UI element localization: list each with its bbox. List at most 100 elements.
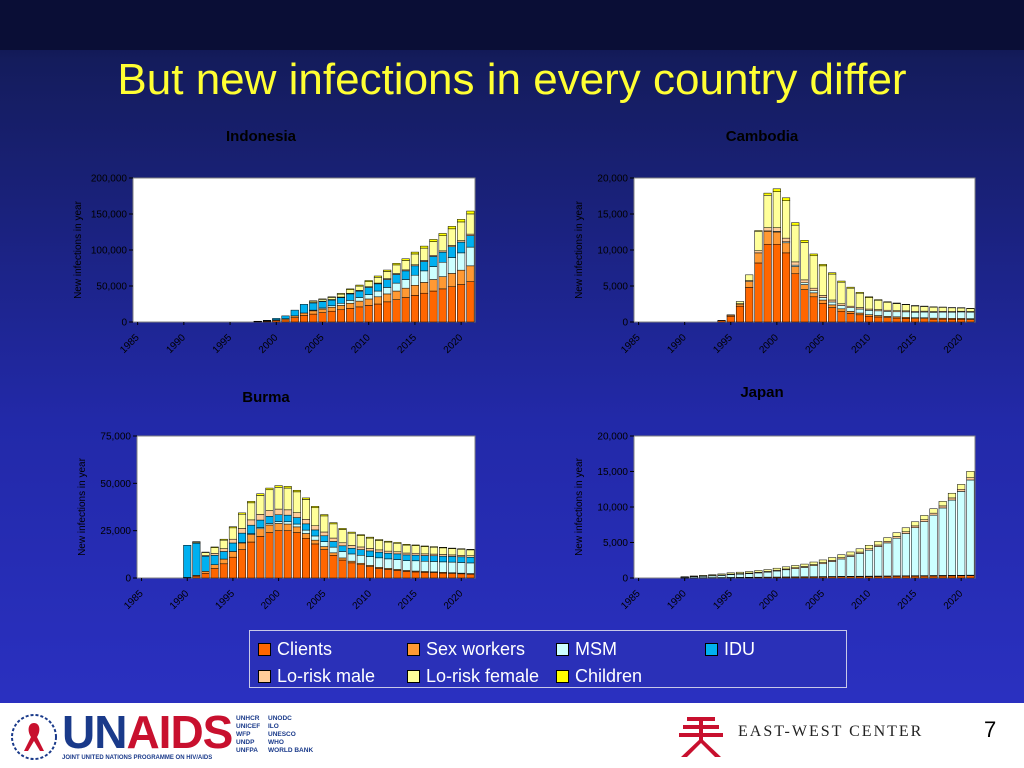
y-tick-label-japan: 0 — [622, 574, 628, 585]
bar-segment-japan — [911, 575, 920, 579]
bar-segment-burma — [283, 487, 292, 511]
bar-segment-burma — [311, 539, 320, 545]
slide-title: But new infections in every country diff… — [117, 55, 907, 104]
legend-label: IDU — [724, 638, 755, 659]
bar-segment-burma — [429, 561, 438, 573]
bar-segment-japan — [957, 484, 966, 490]
bar-segment-burma — [411, 552, 420, 556]
bar-segment-burma — [347, 531, 356, 534]
bar-segment-japan — [957, 489, 966, 492]
legend-label: Sex workers — [426, 638, 526, 659]
bar-segment-indonesia — [438, 288, 447, 323]
bar-segment-burma — [283, 486, 292, 489]
bar-segment-indonesia — [457, 284, 466, 323]
legend-swatch-lo-risk-female — [407, 669, 420, 683]
bar-segment-burma — [210, 553, 219, 556]
bar-segment-burma — [356, 534, 365, 536]
legend-label: Lo-risk male — [277, 665, 376, 686]
bar-segment-burma — [329, 523, 338, 539]
y-tick-label-burma: 75,000 — [100, 432, 131, 443]
bar-segment-cambodia — [837, 310, 846, 323]
bar-segment-burma — [320, 535, 329, 542]
bar-segment-indonesia — [327, 306, 336, 312]
bar-segment-burma — [311, 507, 320, 527]
bar-segment-burma — [384, 552, 393, 560]
bar-segment-burma — [411, 560, 420, 572]
bar-segment-cambodia — [754, 262, 763, 323]
bar-segment-indonesia — [466, 281, 475, 323]
bar-segment-japan — [957, 491, 966, 576]
y-tick-label-indonesia: 150,000 — [91, 210, 128, 221]
y-tick-label-burma: 50,000 — [100, 479, 131, 490]
bar-segment-japan — [901, 531, 910, 534]
cosponsor: UNODC — [268, 715, 292, 722]
bar-segment-cambodia — [800, 282, 809, 285]
bar-segment-burma — [256, 519, 265, 528]
bar-segment-japan — [846, 556, 855, 577]
charts-canvas: 0 50,000 100,000 150,000 200,000 1985 1990 1995… — [73, 174, 976, 612]
bar-segment-cambodia — [837, 305, 846, 310]
page-number: 7 — [984, 717, 997, 742]
bar-segment-burma — [283, 523, 292, 531]
bar-segment-burma — [402, 554, 411, 561]
bar-segment-indonesia — [346, 288, 355, 290]
bar-segment-burma — [429, 553, 438, 557]
legend-item-clients: Clients — [258, 637, 332, 661]
bar-segment-burma — [375, 551, 384, 559]
bar-segment-japan — [809, 561, 818, 565]
bar-segment-japan — [837, 558, 846, 577]
bar-segment-cambodia — [911, 318, 920, 323]
x-tick-label-cambodia: 2010 — [850, 332, 874, 356]
bar-segment-indonesia — [299, 315, 309, 323]
bar-segment-cambodia — [791, 266, 800, 275]
x-tick-label-indonesia: 2010 — [349, 332, 373, 356]
x-tick-label-indonesia: 2005 — [303, 332, 327, 356]
bar-segment-cambodia — [828, 273, 837, 301]
bar-segment-cambodia — [846, 311, 855, 314]
legend-swatch-lo-risk-male — [258, 669, 271, 683]
x-tick-label-indonesia: 2000 — [257, 332, 281, 356]
bar-segment-burma — [393, 543, 402, 553]
bar-segment-cambodia — [772, 243, 781, 323]
bar-segment-burma — [329, 541, 338, 548]
bar-segment-japan — [791, 568, 800, 578]
bar-segment-burma — [265, 510, 274, 517]
x-tick-label-cambodia: 2005 — [804, 332, 828, 356]
chart-title-indonesia: Indonesia — [225, 128, 296, 145]
bar-segment-burma — [329, 552, 338, 556]
bar-segment-japan — [855, 548, 864, 553]
legend-item-lo-risk-female: Lo-risk female — [407, 664, 539, 688]
bar-segment-indonesia — [383, 271, 392, 279]
bar-segment-indonesia — [327, 310, 336, 323]
bar-segment-indonesia — [457, 221, 466, 241]
legend: Clients Sex workers MSM IDU Lo-risk male… — [249, 630, 847, 688]
y-axis-label-cambodia: New infections in year — [574, 200, 585, 298]
bar-segment-indonesia — [438, 261, 447, 277]
bar-segment-japan — [772, 570, 781, 578]
bar-segment-indonesia — [447, 246, 456, 258]
cosponsor: UNESCO — [268, 731, 296, 738]
bar-segment-cambodia — [782, 197, 791, 201]
bar-segment-indonesia — [290, 317, 299, 323]
bar-segment-japan — [745, 571, 754, 574]
bar-segment-burma — [320, 541, 329, 547]
bar-segment-burma — [219, 563, 228, 579]
bar-segment-burma — [439, 547, 448, 555]
bar-segment-cambodia — [837, 308, 846, 312]
footer: UNAIDS JOINT UNITED NATIONS PROGRAMME ON… — [0, 703, 1024, 768]
bar-segment-burma — [466, 557, 475, 564]
x-tick-label-japan: 2015 — [896, 588, 920, 612]
bar-segment-indonesia — [373, 303, 382, 323]
bar-segment-burma — [201, 555, 210, 572]
bar-segment-japan — [874, 546, 883, 577]
bar-segment-burma — [302, 523, 310, 531]
bar-segment-indonesia — [420, 282, 429, 294]
bar-segment-cambodia — [892, 303, 901, 311]
legend-item-msm: MSM — [556, 637, 617, 661]
bar-segment-cambodia — [772, 191, 781, 228]
bar-segment-indonesia — [429, 266, 438, 280]
bar-segment-indonesia — [392, 274, 401, 284]
y-tick-label-cambodia: 10,000 — [597, 246, 628, 257]
bar-segment-indonesia — [346, 308, 355, 323]
bar-segment-cambodia — [782, 200, 791, 239]
